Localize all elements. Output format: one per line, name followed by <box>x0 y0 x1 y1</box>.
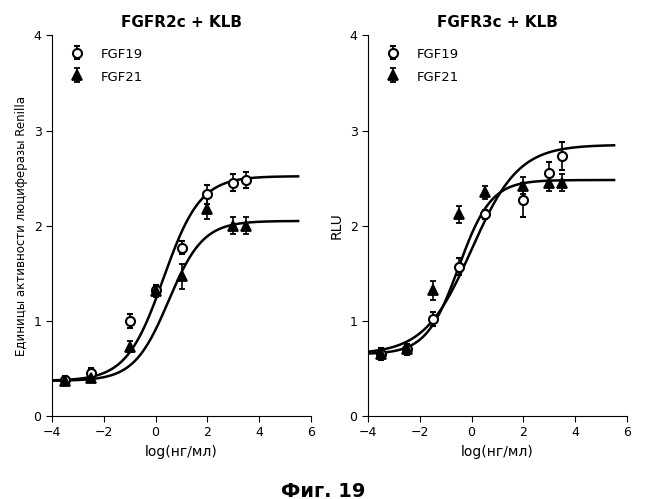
Y-axis label: RLU: RLU <box>330 213 344 239</box>
X-axis label: log(нг/мл): log(нг/мл) <box>145 445 218 459</box>
Title: FGFR3c + KLB: FGFR3c + KLB <box>437 15 558 30</box>
Legend: FGF19, FGF21: FGF19, FGF21 <box>375 42 464 89</box>
Legend: FGF19, FGF21: FGF19, FGF21 <box>59 42 149 89</box>
Y-axis label: Единицы активности люциферазы Renilla: Единицы активности люциферазы Renilla <box>15 96 28 356</box>
Text: Фиг. 19: Фиг. 19 <box>281 482 365 499</box>
X-axis label: log(нг/мл): log(нг/мл) <box>461 445 534 459</box>
Title: FGFR2c + KLB: FGFR2c + KLB <box>121 15 242 30</box>
